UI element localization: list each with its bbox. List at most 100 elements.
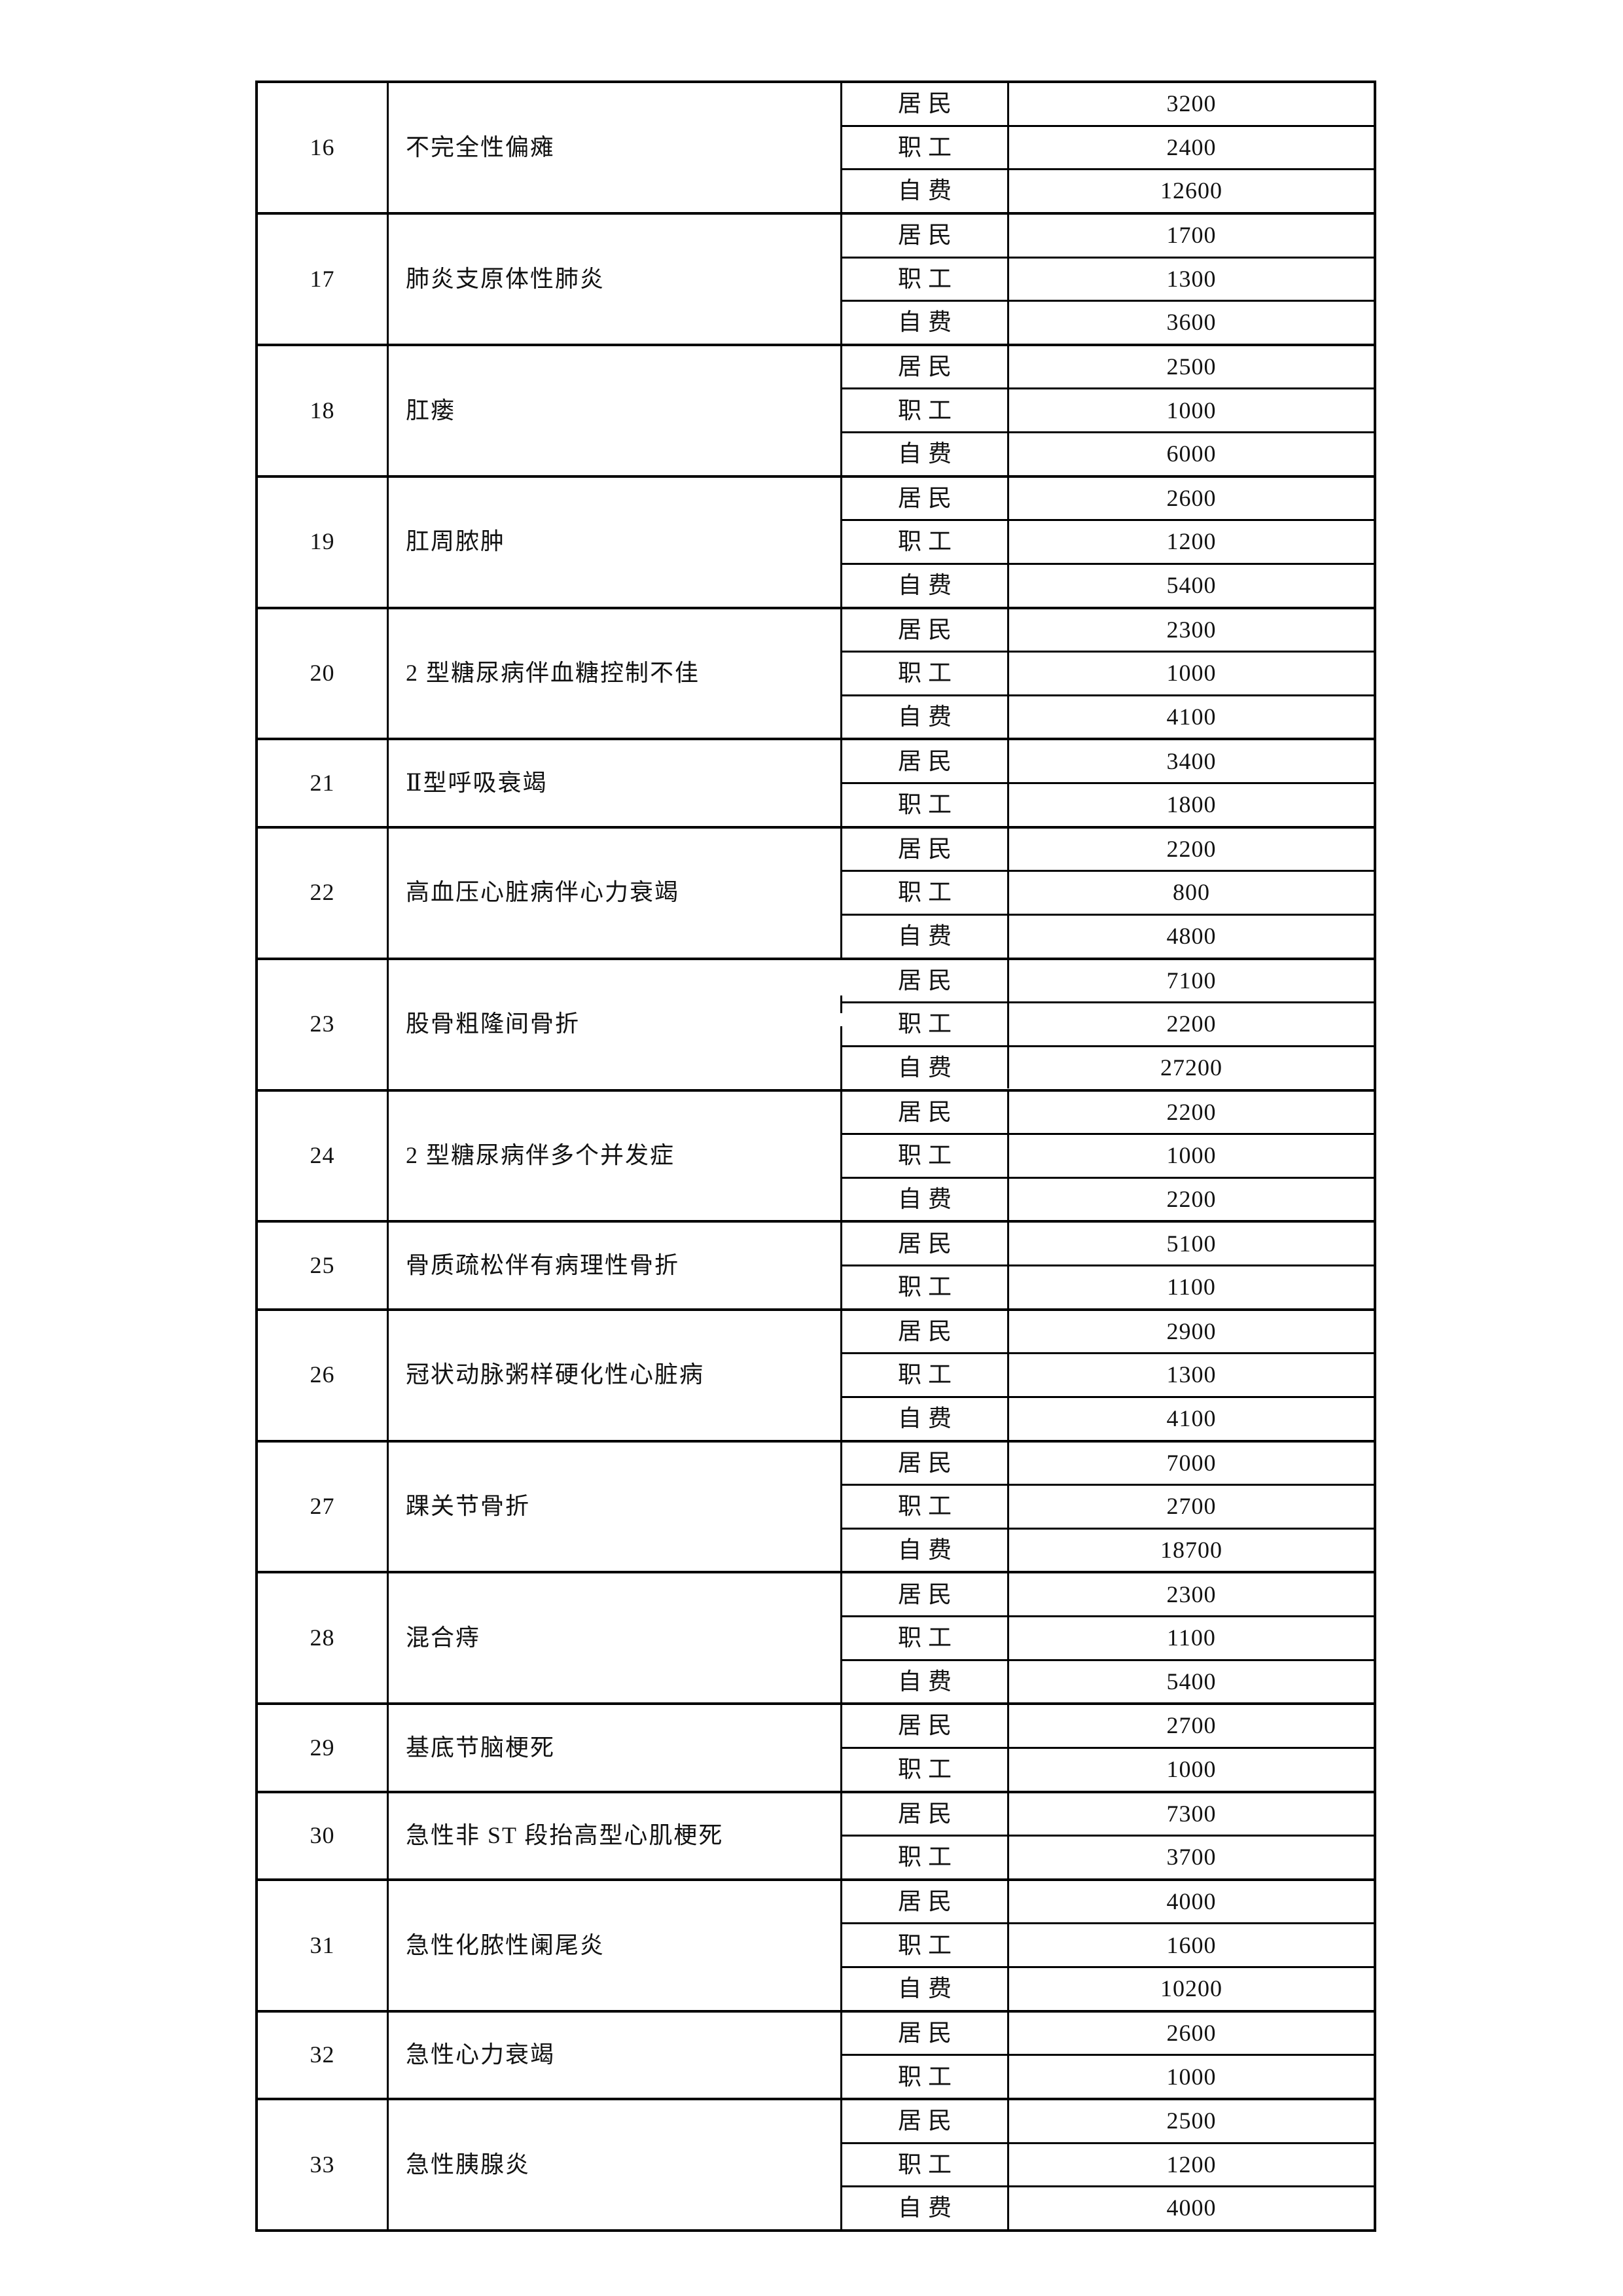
payment-row: 职工 1000 [842,387,1374,432]
payment-subrows: 居民 2300 职工 1000 自费 4100 [842,609,1374,738]
payer-category: 职工 [842,1354,1009,1396]
payment-row: 居民 3200 [842,83,1374,125]
table-row-group: 27 踝关节骨折 居民 7000 职工 2700 自费 18700 [258,1439,1374,1571]
payment-row: 职工 2400 [842,124,1374,169]
payment-row: 居民 2300 [842,1573,1374,1616]
payment-amount: 10200 [1160,1975,1222,2002]
payment-row: 自费 12600 [842,168,1374,212]
disease-name: 2 型糖尿病伴血糖控制不佳 [389,609,842,738]
payment-row: 居民 1700 [842,214,1374,257]
payment-amount: 5100 [1166,1230,1217,1257]
payment-subrows: 居民 4000 职工 1600 自费 10200 [842,1880,1374,2010]
payment-amount: 1000 [1166,397,1217,423]
payment-amount: 1300 [1166,1361,1217,1388]
table-row-group: 21 Ⅱ型呼吸衰竭 居民 3400 职工 1800 [258,738,1374,826]
payer-category: 职工 [842,1617,1009,1659]
payment-row: 自费 4000 [842,2185,1374,2229]
payment-row: 居民 7000 [842,1442,1374,1484]
row-number: 17 [258,214,389,344]
payment-amount: 7000 [1166,1449,1217,1476]
payment-amount: 5400 [1166,1668,1217,1695]
payment-amount: 2200 [1166,835,1217,862]
payment-row: 职工 1100 [842,1265,1374,1308]
payment-row: 职工 1000 [842,651,1374,694]
payer-category: 职工 [842,521,1009,563]
payer-category: 居民 [842,1880,1009,1923]
disease-name: 急性化脓性阑尾炎 [389,1880,842,2010]
payment-amount: 1100 [1167,1274,1216,1300]
payer-category: 职工 [842,1003,1009,1045]
payment-subrows: 居民 7100 职工 2200 自费 27200 [842,960,1374,1089]
payment-amount: 3600 [1166,309,1217,336]
row-number: 26 [258,1310,389,1440]
payment-row: 职工 1000 [842,1746,1374,1791]
payment-amount: 2300 [1166,616,1217,643]
disease-name: 肺炎支原体性肺炎 [389,214,842,344]
payment-amount: 1200 [1166,528,1217,555]
payment-amount: 1000 [1166,660,1217,687]
table-row-group: 18 肛瘘 居民 2500 职工 1000 自费 6000 [258,343,1374,475]
payment-amount: 2700 [1166,1712,1217,1739]
payer-category: 居民 [842,828,1009,870]
payer-category: 职工 [842,2056,1009,2098]
payer-category: 居民 [842,1310,1009,1353]
table-row-group: 29 基底节脑梗死 居民 2700 职工 1000 [258,1702,1374,1791]
payment-row: 居民 2600 [842,477,1374,520]
payer-category: 自费 [842,1397,1009,1440]
payment-row: 居民 2600 [842,2012,1374,2054]
payment-amount: 6000 [1166,440,1217,467]
disease-name: 基底节脑梗死 [389,1705,842,1791]
payment-amount: 2400 [1166,134,1217,160]
table-row-group: 31 急性化脓性阑尾炎 居民 4000 职工 1600 自费 10200 [258,1878,1374,2010]
payer-category: 职工 [842,653,1009,694]
payment-row: 居民 7100 [842,960,1374,1002]
payer-category: 居民 [842,740,1009,783]
payer-category: 自费 [842,1968,1009,2010]
payment-subrows: 居民 3200 职工 2400 自费 12600 [842,83,1374,212]
payment-amount: 1300 [1166,265,1217,292]
table-row-group: 17 肺炎支原体性肺炎 居民 1700 职工 1300 自费 3600 [258,211,1374,344]
payer-category: 居民 [842,1705,1009,1747]
payment-subrows: 居民 2600 职工 1200 自费 5400 [842,477,1374,607]
payment-amount: 4000 [1166,1888,1217,1914]
payer-category: 居民 [842,1442,1009,1484]
payment-amount: 2700 [1166,1493,1217,1520]
payment-amount: 2500 [1166,2108,1217,2134]
payment-amount: 2200 [1166,1011,1217,1037]
payment-amount: 4100 [1166,703,1217,730]
disease-name: 高血压心脏病伴心力衰竭 [389,828,842,958]
payment-row: 居民 5100 [842,1223,1374,1265]
row-number: 28 [258,1573,389,1703]
payment-subrows: 居民 7300 职工 3700 [842,1793,1374,1878]
table-row-group: 22 高血压心脏病伴心力衰竭 居民 2200 职工 800 自费 4800 [258,825,1374,958]
payer-category: 职工 [842,1748,1009,1791]
row-number: 29 [258,1705,389,1791]
payment-amount: 1000 [1166,1142,1217,1169]
payer-category: 职工 [842,1837,1009,1878]
row-number: 24 [258,1091,389,1221]
payment-subrows: 居民 2200 职工 800 自费 4800 [842,828,1374,958]
table-row-group: 16 不完全性偏瘫 居民 3200 职工 2400 自费 12600 [258,83,1374,212]
payment-row: 自费 5400 [842,1659,1374,1703]
payment-row: 职工 1200 [842,519,1374,563]
payment-amount: 1200 [1166,2151,1217,2178]
payment-amount: 1600 [1166,1931,1217,1958]
payment-amount: 7100 [1166,967,1217,994]
scan-artifact [832,960,844,996]
payer-category: 居民 [842,83,1009,125]
disease-name: 骨质疏松伴有病理性骨折 [389,1223,842,1308]
payment-subrows: 居民 2600 职工 1000 [842,2012,1374,2098]
payment-row: 自费 4100 [842,1395,1374,1440]
table-row-group: 26 冠状动脉粥样硬化性心脏病 居民 2900 职工 1300 自费 4100 [258,1308,1374,1440]
row-number: 18 [258,346,389,475]
disease-name: 肛瘘 [389,346,842,475]
payer-category: 职工 [842,258,1009,300]
payment-row: 职工 1100 [842,1615,1374,1659]
payment-row: 职工 1600 [842,1922,1374,1967]
payment-row: 自费 27200 [842,1045,1374,1089]
payment-amount: 4000 [1166,2195,1217,2221]
disease-name: 肛周脓肿 [389,477,842,607]
payment-row: 居民 4000 [842,1880,1374,1923]
payment-subrows: 居民 5100 职工 1100 [842,1223,1374,1308]
table-row-group: 23 股骨粗隆间骨折 居民 7100 职工 2200 自费 27200 [258,957,1374,1089]
